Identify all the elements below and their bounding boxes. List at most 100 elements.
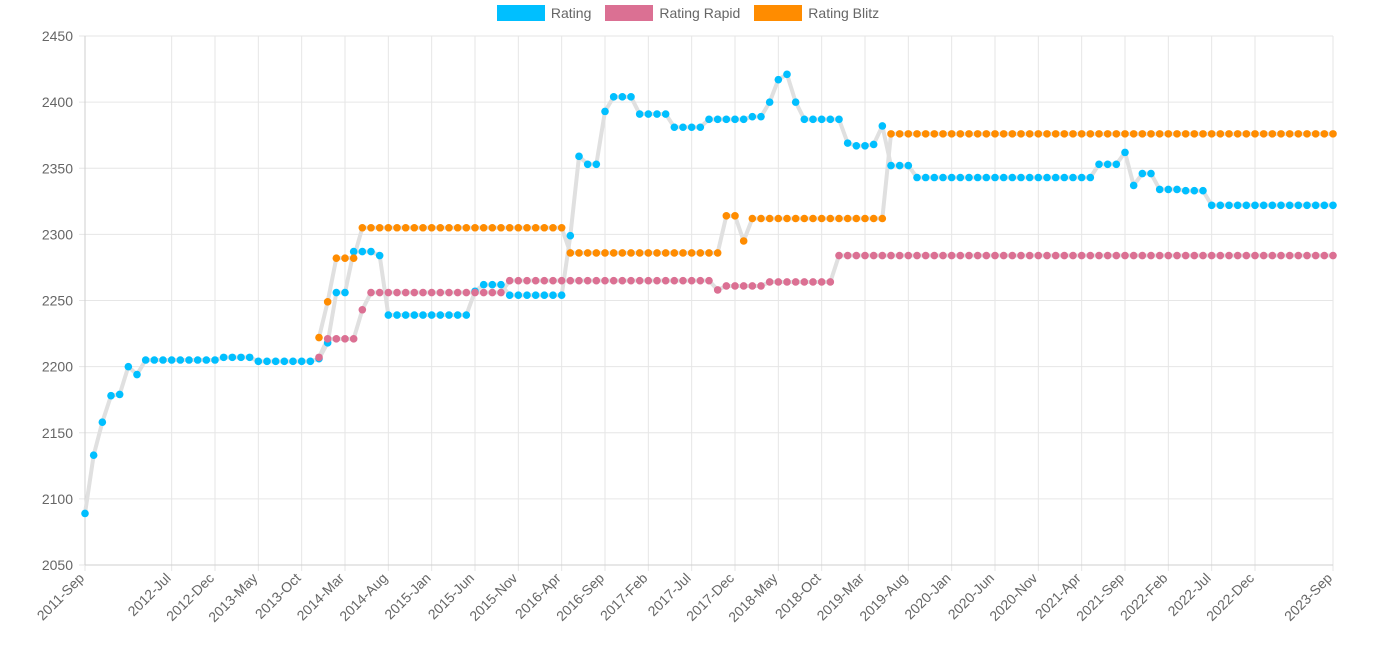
point-rating-rapid [505,276,514,285]
point-rating [653,110,661,118]
x-tick-label: 2020-Nov [986,570,1040,624]
point-rating-blitz [367,223,375,232]
point-rating-rapid [1155,251,1164,260]
point-rating-blitz [861,214,869,223]
x-tick-label: 2023-Sep [1281,570,1335,624]
point-rating [1103,160,1112,169]
point-rating [1329,201,1337,210]
point-rating-blitz [1259,130,1268,138]
point-rating-rapid [713,286,722,294]
point-rating-rapid [436,288,445,297]
point-rating-blitz [835,214,843,223]
legend-swatch-rating [496,5,545,21]
point-rating-blitz [401,223,410,232]
point-rating [124,362,133,371]
chart-legend: Rating Rating Rapid Rating Blitz [0,5,1376,21]
point-rating-rapid [791,278,800,286]
point-rating [488,280,497,289]
point-rating-rapid [956,251,965,260]
point-rating-rapid [618,276,627,285]
point-rating [1112,160,1121,169]
point-rating-rapid [323,335,332,343]
point-rating-rapid [375,288,384,297]
point-rating-rapid [696,276,705,285]
point-rating-blitz [445,223,453,232]
legend-item-rating-blitz[interactable]: Rating Blitz [754,5,879,21]
x-tick-label: 2022-Feb [1117,570,1171,624]
point-rating [748,112,757,121]
point-rating-blitz [999,130,1008,138]
point-rating-blitz [913,130,921,138]
point-rating-rapid [1077,251,1086,260]
point-rating [384,311,393,319]
point-rating [1173,185,1181,194]
point-rating-rapid [1129,251,1138,260]
point-rating [1034,173,1043,182]
point-rating [1069,173,1077,182]
point-rating [887,161,895,170]
point-rating [575,152,583,161]
point-rating-blitz [1103,130,1112,138]
point-rating-rapid [1017,251,1025,260]
point-rating-rapid [783,278,791,286]
point-rating [436,311,445,319]
point-rating [1129,181,1138,190]
point-rating-rapid [1095,251,1103,260]
point-rating-blitz [1121,130,1129,138]
point-rating-rapid [826,278,835,286]
point-rating-rapid [644,276,653,285]
point-rating-blitz [471,223,479,232]
point-rating [1181,186,1190,195]
point-rating-blitz [419,223,427,232]
point-rating-rapid [861,251,869,260]
point-rating [939,173,947,182]
point-rating-blitz [921,130,930,138]
point-rating-rapid [583,276,592,285]
point-rating-blitz [627,249,635,257]
x-tick-label: 2015-Nov [466,570,520,624]
point-rating-blitz [757,214,765,223]
point-rating [1294,201,1303,210]
point-rating [557,291,566,300]
point-rating-rapid [419,288,427,297]
legend-item-rating[interactable]: Rating [496,5,591,21]
point-rating-rapid [384,288,393,297]
point-rating-blitz [826,214,835,223]
point-rating-blitz [1268,130,1277,138]
point-rating-blitz [973,130,982,138]
point-rating [358,247,367,256]
point-rating-blitz [635,249,644,257]
point-rating-rapid [653,276,661,285]
point-rating-blitz [809,214,817,223]
point-rating [835,115,843,124]
point-rating [592,160,601,169]
point-rating [133,370,141,379]
point-rating [202,356,211,364]
point-rating-rapid [904,251,913,260]
point-rating-rapid [1285,251,1294,260]
point-rating-rapid [1025,251,1034,260]
point-rating-rapid [973,251,982,260]
point-rating [1303,201,1311,210]
point-rating [141,356,150,364]
y-tick-label: 2350 [42,160,73,176]
point-rating-rapid [687,276,696,285]
point-rating-blitz [505,223,514,232]
point-rating [1060,173,1069,182]
point-rating-blitz [644,249,653,257]
point-rating-blitz [592,249,601,257]
point-rating [306,357,315,366]
point-rating-blitz [1251,130,1259,138]
point-rating-blitz [991,130,999,138]
point-rating [254,357,263,366]
point-rating-blitz [783,214,791,223]
legend-item-rating-rapid[interactable]: Rating Rapid [605,5,740,21]
point-rating [956,173,965,182]
point-rating-blitz [731,212,739,220]
point-rating-blitz [1173,130,1181,138]
point-rating [176,356,185,364]
point-rating [193,356,202,364]
point-rating-rapid [774,278,783,286]
point-rating-rapid [523,276,531,285]
point-rating [523,291,531,300]
